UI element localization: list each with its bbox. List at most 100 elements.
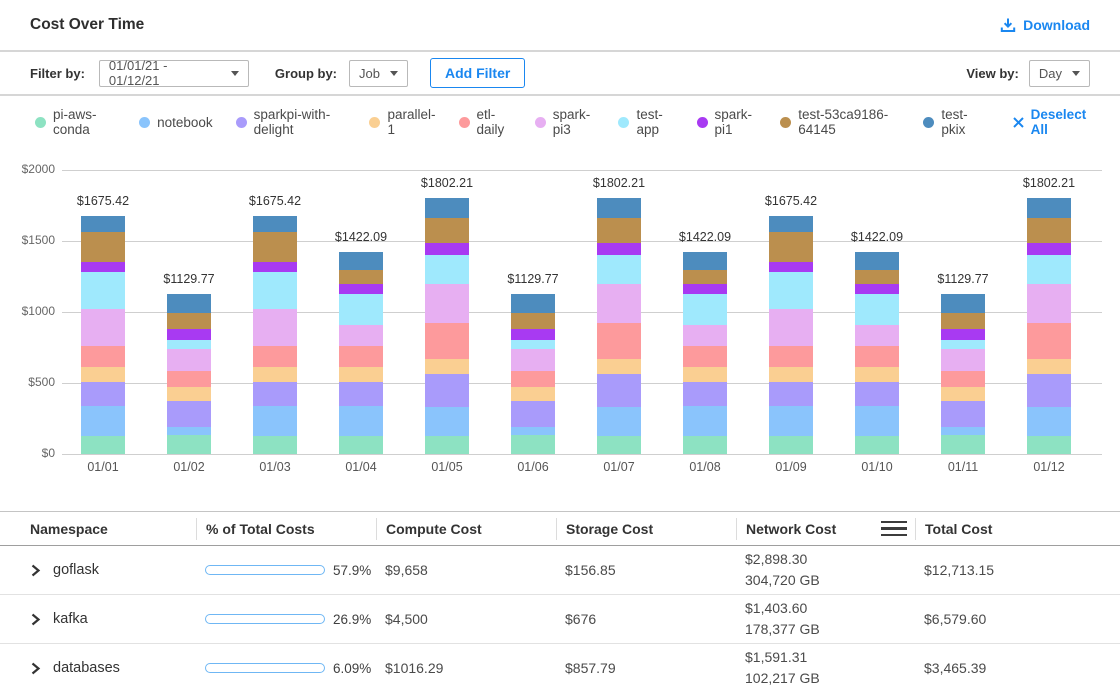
bar-segment-parallel-1[interactable] <box>167 386 211 402</box>
bar-segment-sparkpi-with-delight[interactable] <box>855 381 899 406</box>
stacked-bar-01/02[interactable] <box>167 293 211 454</box>
legend-item-test-app[interactable]: test-app <box>618 107 673 137</box>
bar-segment-test-pkix[interactable] <box>511 293 555 313</box>
bar-segment-notebook[interactable] <box>1027 406 1071 436</box>
bar-segment-etl-daily[interactable] <box>855 345 899 367</box>
bar-segment-parallel-1[interactable] <box>81 366 125 382</box>
stacked-bar-01/12[interactable] <box>1027 198 1071 454</box>
bar-segment-spark-pi3[interactable] <box>941 348 985 371</box>
bar-segment-etl-daily[interactable] <box>81 345 125 367</box>
bar-segment-parallel-1[interactable] <box>855 366 899 382</box>
bar-segment-spark-pi1[interactable] <box>597 242 641 256</box>
bar-segment-parallel-1[interactable] <box>769 366 813 382</box>
download-button[interactable]: Download <box>1000 17 1090 33</box>
bar-segment-test-app[interactable] <box>253 272 297 309</box>
bar-segment-test-app[interactable] <box>683 294 727 325</box>
bar-segment-parallel-1[interactable] <box>339 366 383 382</box>
bar-segment-etl-daily[interactable] <box>425 322 469 359</box>
bar-segment-etl-daily[interactable] <box>339 345 383 367</box>
legend-item-sparkpi-with-delight[interactable]: sparkpi-with-delight <box>235 107 347 137</box>
bar-segment-notebook[interactable] <box>683 405 727 436</box>
bar-segment-parallel-1[interactable] <box>1027 358 1071 375</box>
bar-segment-test-app[interactable] <box>511 340 555 349</box>
bar-segment-notebook[interactable] <box>339 405 383 436</box>
bar-segment-test-app[interactable] <box>769 272 813 309</box>
bar-segment-spark-pi3[interactable] <box>167 348 211 371</box>
bar-segment-spark-pi3[interactable] <box>511 348 555 371</box>
stacked-bar-01/05[interactable] <box>425 198 469 454</box>
legend-item-notebook[interactable]: notebook <box>139 115 213 130</box>
bar-segment-test-pkix[interactable] <box>81 216 125 233</box>
bar-segment-parallel-1[interactable] <box>253 366 297 382</box>
legend-item-spark-pi1[interactable]: spark-pi1 <box>696 107 758 137</box>
bar-segment-pi-aws-conda[interactable] <box>81 435 125 454</box>
bar-segment-test-53ca9186-64145[interactable] <box>81 232 125 263</box>
bar-segment-test-pkix[interactable] <box>597 198 641 218</box>
bar-segment-sparkpi-with-delight[interactable] <box>339 381 383 406</box>
bar-segment-pi-aws-conda[interactable] <box>941 435 985 454</box>
bar-segment-parallel-1[interactable] <box>597 358 641 375</box>
bar-segment-etl-daily[interactable] <box>769 345 813 367</box>
bar-segment-spark-pi1[interactable] <box>167 328 211 341</box>
bar-segment-test-app[interactable] <box>941 340 985 349</box>
stacked-bar-01/07[interactable] <box>597 198 641 454</box>
bar-segment-spark-pi3[interactable] <box>253 308 297 346</box>
bar-segment-test-53ca9186-64145[interactable] <box>769 232 813 263</box>
bar-segment-test-53ca9186-64145[interactable] <box>511 312 555 329</box>
bar-segment-parallel-1[interactable] <box>425 358 469 375</box>
bar-segment-pi-aws-conda[interactable] <box>167 435 211 454</box>
stacked-bar-01/03[interactable] <box>253 216 297 454</box>
bar-segment-test-53ca9186-64145[interactable] <box>167 312 211 329</box>
bar-segment-parallel-1[interactable] <box>683 366 727 382</box>
stacked-bar-01/08[interactable] <box>683 252 727 454</box>
bar-segment-test-pkix[interactable] <box>425 198 469 218</box>
bar-segment-sparkpi-with-delight[interactable] <box>81 381 125 406</box>
bar-segment-spark-pi3[interactable] <box>769 308 813 346</box>
bar-segment-sparkpi-with-delight[interactable] <box>941 401 985 428</box>
legend-item-test-pkix[interactable]: test-pkix <box>923 107 979 137</box>
bar-segment-spark-pi1[interactable] <box>1027 242 1071 256</box>
bar-segment-test-53ca9186-64145[interactable] <box>941 312 985 329</box>
bar-segment-test-pkix[interactable] <box>253 216 297 233</box>
bar-segment-test-app[interactable] <box>339 294 383 325</box>
bar-segment-test-app[interactable] <box>1027 255 1071 285</box>
bar-segment-spark-pi3[interactable] <box>855 324 899 346</box>
bar-segment-pi-aws-conda[interactable] <box>339 435 383 454</box>
legend-item-spark-pi3[interactable]: spark-pi3 <box>534 107 596 137</box>
bar-segment-test-53ca9186-64145[interactable] <box>339 270 383 285</box>
bar-segment-spark-pi1[interactable] <box>81 262 125 273</box>
stacked-bar-01/09[interactable] <box>769 216 813 454</box>
bar-segment-pi-aws-conda[interactable] <box>597 435 641 454</box>
bar-segment-test-53ca9186-64145[interactable] <box>855 270 899 285</box>
bar-segment-sparkpi-with-delight[interactable] <box>769 381 813 406</box>
bar-segment-test-53ca9186-64145[interactable] <box>597 217 641 243</box>
bar-segment-spark-pi1[interactable] <box>941 328 985 341</box>
bar-segment-etl-daily[interactable] <box>167 370 211 387</box>
column-menu-icon[interactable] <box>881 520 907 537</box>
bar-segment-spark-pi3[interactable] <box>339 324 383 346</box>
bar-segment-parallel-1[interactable] <box>941 386 985 402</box>
bar-segment-spark-pi1[interactable] <box>511 328 555 341</box>
bar-segment-pi-aws-conda[interactable] <box>511 435 555 454</box>
bar-segment-notebook[interactable] <box>81 405 125 436</box>
bar-segment-spark-pi1[interactable] <box>339 284 383 295</box>
bar-segment-spark-pi3[interactable] <box>1027 284 1071 323</box>
bar-segment-etl-daily[interactable] <box>1027 322 1071 359</box>
bar-segment-test-53ca9186-64145[interactable] <box>1027 217 1071 243</box>
legend-item-parallel-1[interactable]: parallel-1 <box>369 107 436 137</box>
bar-segment-sparkpi-with-delight[interactable] <box>683 381 727 406</box>
bar-segment-spark-pi1[interactable] <box>769 262 813 273</box>
bar-segment-test-53ca9186-64145[interactable] <box>253 232 297 263</box>
bar-segment-pi-aws-conda[interactable] <box>855 435 899 454</box>
stacked-bar-01/04[interactable] <box>339 252 383 454</box>
bar-segment-pi-aws-conda[interactable] <box>683 435 727 454</box>
bar-segment-test-pkix[interactable] <box>339 252 383 271</box>
legend-item-test-53ca9186-64145[interactable]: test-53ca9186-64145 <box>780 107 900 137</box>
expand-chevron-icon[interactable] <box>30 613 41 626</box>
legend-item-etl-daily[interactable]: etl-daily <box>458 107 512 137</box>
bar-segment-spark-pi1[interactable] <box>425 242 469 256</box>
bar-segment-pi-aws-conda[interactable] <box>253 435 297 454</box>
stacked-bar-01/01[interactable] <box>81 216 125 454</box>
bar-segment-pi-aws-conda[interactable] <box>425 435 469 454</box>
bar-segment-etl-daily[interactable] <box>683 345 727 367</box>
